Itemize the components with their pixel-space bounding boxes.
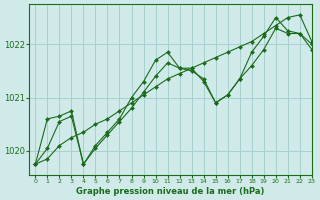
X-axis label: Graphe pression niveau de la mer (hPa): Graphe pression niveau de la mer (hPa)	[76, 187, 265, 196]
